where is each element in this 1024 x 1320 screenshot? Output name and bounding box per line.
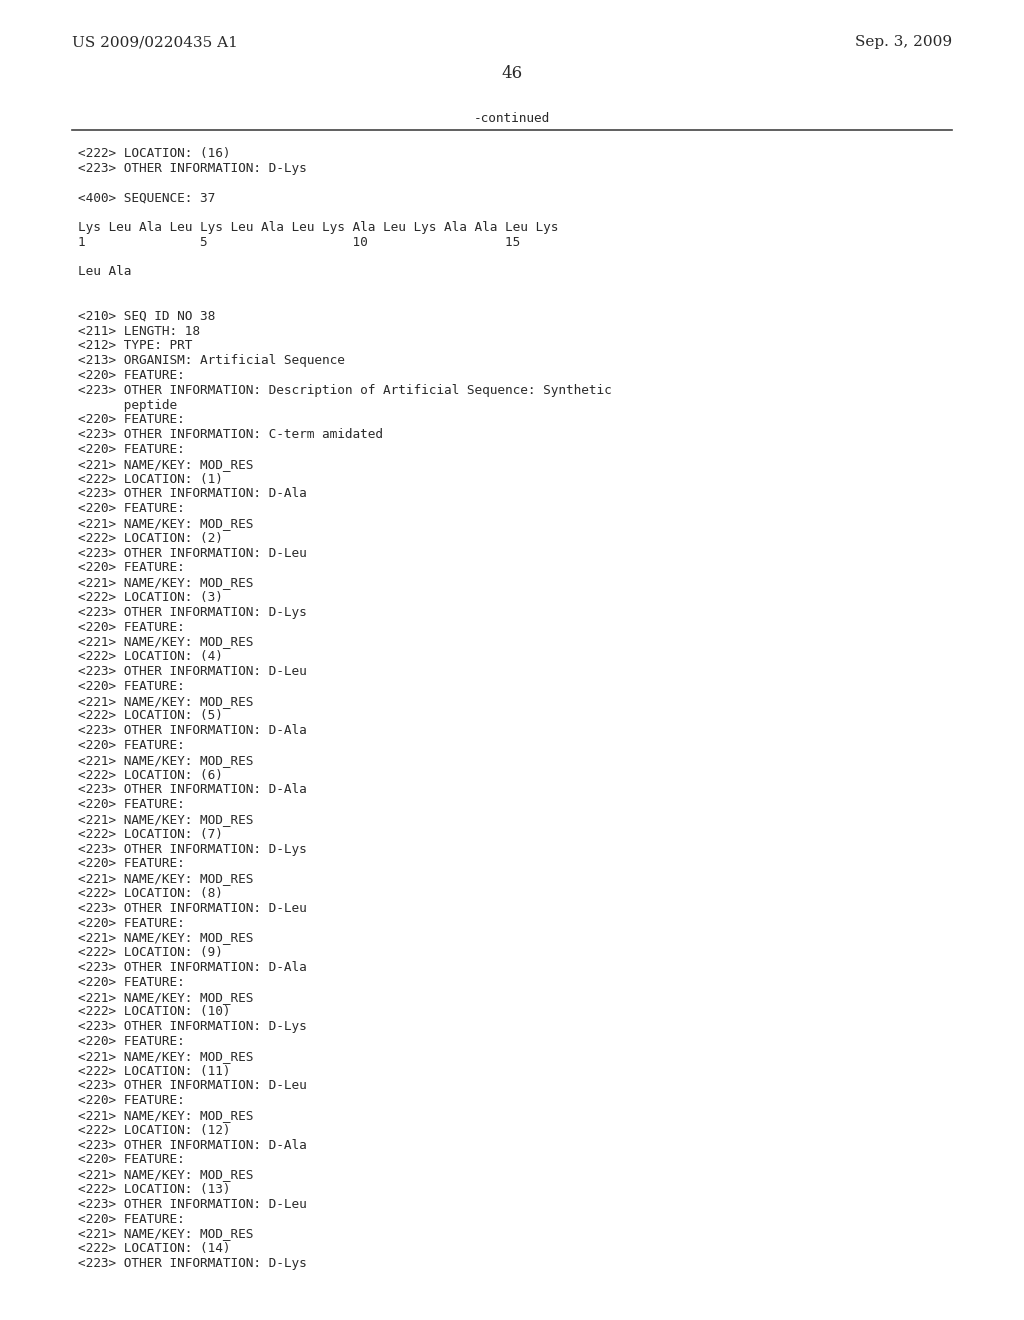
- Text: <221> NAME/KEY: MOD_RES: <221> NAME/KEY: MOD_RES: [78, 577, 253, 589]
- Text: <222> LOCATION: (12): <222> LOCATION: (12): [78, 1123, 230, 1137]
- Text: <223> OTHER INFORMATION: D-Leu: <223> OTHER INFORMATION: D-Leu: [78, 546, 307, 560]
- Text: Sep. 3, 2009: Sep. 3, 2009: [855, 36, 952, 49]
- Text: <222> LOCATION: (5): <222> LOCATION: (5): [78, 709, 223, 722]
- Text: <220> FEATURE:: <220> FEATURE:: [78, 502, 184, 515]
- Text: <223> OTHER INFORMATION: Description of Artificial Sequence: Synthetic: <223> OTHER INFORMATION: Description of …: [78, 384, 611, 397]
- Text: 46: 46: [502, 65, 522, 82]
- Text: <222> LOCATION: (7): <222> LOCATION: (7): [78, 828, 223, 841]
- Text: Lys Leu Ala Leu Lys Leu Ala Leu Lys Ala Leu Lys Ala Ala Leu Lys: Lys Leu Ala Leu Lys Leu Ala Leu Lys Ala …: [78, 220, 558, 234]
- Text: <221> NAME/KEY: MOD_RES: <221> NAME/KEY: MOD_RES: [78, 1109, 253, 1122]
- Text: <221> NAME/KEY: MOD_RES: <221> NAME/KEY: MOD_RES: [78, 990, 253, 1003]
- Text: <220> FEATURE:: <220> FEATURE:: [78, 1213, 184, 1225]
- Text: <222> LOCATION: (4): <222> LOCATION: (4): [78, 651, 223, 663]
- Text: <223> OTHER INFORMATION: D-Ala: <223> OTHER INFORMATION: D-Ala: [78, 961, 307, 974]
- Text: <221> NAME/KEY: MOD_RES: <221> NAME/KEY: MOD_RES: [78, 458, 253, 471]
- Text: <223> OTHER INFORMATION: D-Ala: <223> OTHER INFORMATION: D-Ala: [78, 725, 307, 737]
- Text: <213> ORGANISM: Artificial Sequence: <213> ORGANISM: Artificial Sequence: [78, 354, 345, 367]
- Text: <223> OTHER INFORMATION: D-Ala: <223> OTHER INFORMATION: D-Ala: [78, 783, 307, 796]
- Text: <223> OTHER INFORMATION: D-Leu: <223> OTHER INFORMATION: D-Leu: [78, 1197, 307, 1210]
- Text: <220> FEATURE:: <220> FEATURE:: [78, 1094, 184, 1107]
- Text: <222> LOCATION: (11): <222> LOCATION: (11): [78, 1065, 230, 1077]
- Text: <223> OTHER INFORMATION: D-Ala: <223> OTHER INFORMATION: D-Ala: [78, 1139, 307, 1151]
- Text: <223> OTHER INFORMATION: D-Lys: <223> OTHER INFORMATION: D-Lys: [78, 1020, 307, 1034]
- Text: <221> NAME/KEY: MOD_RES: <221> NAME/KEY: MOD_RES: [78, 932, 253, 944]
- Text: <222> LOCATION: (2): <222> LOCATION: (2): [78, 532, 223, 545]
- Text: <220> FEATURE:: <220> FEATURE:: [78, 413, 184, 426]
- Text: <223> OTHER INFORMATION: D-Ala: <223> OTHER INFORMATION: D-Ala: [78, 487, 307, 500]
- Text: <221> NAME/KEY: MOD_RES: <221> NAME/KEY: MOD_RES: [78, 635, 253, 648]
- Text: <220> FEATURE:: <220> FEATURE:: [78, 1154, 184, 1167]
- Text: 1               5                   10                  15: 1 5 10 15: [78, 236, 520, 248]
- Text: <220> FEATURE:: <220> FEATURE:: [78, 370, 184, 381]
- Text: <223> OTHER INFORMATION: D-Leu: <223> OTHER INFORMATION: D-Leu: [78, 665, 307, 678]
- Text: <223> OTHER INFORMATION: D-Lys: <223> OTHER INFORMATION: D-Lys: [78, 1257, 307, 1270]
- Text: peptide: peptide: [78, 399, 177, 412]
- Text: <211> LENGTH: 18: <211> LENGTH: 18: [78, 325, 200, 338]
- Text: <220> FEATURE:: <220> FEATURE:: [78, 975, 184, 989]
- Text: <223> OTHER INFORMATION: C-term amidated: <223> OTHER INFORMATION: C-term amidated: [78, 428, 383, 441]
- Text: <212> TYPE: PRT: <212> TYPE: PRT: [78, 339, 193, 352]
- Text: <223> OTHER INFORMATION: D-Leu: <223> OTHER INFORMATION: D-Leu: [78, 902, 307, 915]
- Text: <223> OTHER INFORMATION: D-Lys: <223> OTHER INFORMATION: D-Lys: [78, 606, 307, 619]
- Text: <222> LOCATION: (16): <222> LOCATION: (16): [78, 147, 230, 160]
- Text: <220> FEATURE:: <220> FEATURE:: [78, 858, 184, 870]
- Text: <220> FEATURE:: <220> FEATURE:: [78, 799, 184, 812]
- Text: <222> LOCATION: (3): <222> LOCATION: (3): [78, 591, 223, 605]
- Text: <220> FEATURE:: <220> FEATURE:: [78, 620, 184, 634]
- Text: <222> LOCATION: (10): <222> LOCATION: (10): [78, 1006, 230, 1019]
- Text: <223> OTHER INFORMATION: D-Leu: <223> OTHER INFORMATION: D-Leu: [78, 1080, 307, 1093]
- Text: <220> FEATURE:: <220> FEATURE:: [78, 1035, 184, 1048]
- Text: <223> OTHER INFORMATION: D-Lys: <223> OTHER INFORMATION: D-Lys: [78, 842, 307, 855]
- Text: <221> NAME/KEY: MOD_RES: <221> NAME/KEY: MOD_RES: [78, 694, 253, 708]
- Text: US 2009/0220435 A1: US 2009/0220435 A1: [72, 36, 238, 49]
- Text: Leu Ala: Leu Ala: [78, 265, 131, 279]
- Text: <223> OTHER INFORMATION: D-Lys: <223> OTHER INFORMATION: D-Lys: [78, 162, 307, 174]
- Text: -continued: -continued: [474, 112, 550, 125]
- Text: <221> NAME/KEY: MOD_RES: <221> NAME/KEY: MOD_RES: [78, 1049, 253, 1063]
- Text: <220> FEATURE:: <220> FEATURE:: [78, 916, 184, 929]
- Text: <221> NAME/KEY: MOD_RES: <221> NAME/KEY: MOD_RES: [78, 754, 253, 767]
- Text: <221> NAME/KEY: MOD_RES: <221> NAME/KEY: MOD_RES: [78, 813, 253, 826]
- Text: <222> LOCATION: (14): <222> LOCATION: (14): [78, 1242, 230, 1255]
- Text: <222> LOCATION: (6): <222> LOCATION: (6): [78, 768, 223, 781]
- Text: <400> SEQUENCE: 37: <400> SEQUENCE: 37: [78, 191, 215, 205]
- Text: <221> NAME/KEY: MOD_RES: <221> NAME/KEY: MOD_RES: [78, 873, 253, 886]
- Text: <222> LOCATION: (8): <222> LOCATION: (8): [78, 887, 223, 900]
- Text: <220> FEATURE:: <220> FEATURE:: [78, 680, 184, 693]
- Text: <222> LOCATION: (9): <222> LOCATION: (9): [78, 946, 223, 960]
- Text: <220> FEATURE:: <220> FEATURE:: [78, 444, 184, 455]
- Text: <221> NAME/KEY: MOD_RES: <221> NAME/KEY: MOD_RES: [78, 517, 253, 531]
- Text: <220> FEATURE:: <220> FEATURE:: [78, 739, 184, 752]
- Text: <222> LOCATION: (13): <222> LOCATION: (13): [78, 1183, 230, 1196]
- Text: <221> NAME/KEY: MOD_RES: <221> NAME/KEY: MOD_RES: [78, 1228, 253, 1241]
- Text: <222> LOCATION: (1): <222> LOCATION: (1): [78, 473, 223, 486]
- Text: <221> NAME/KEY: MOD_RES: <221> NAME/KEY: MOD_RES: [78, 1168, 253, 1181]
- Text: <210> SEQ ID NO 38: <210> SEQ ID NO 38: [78, 310, 215, 323]
- Text: <220> FEATURE:: <220> FEATURE:: [78, 561, 184, 574]
